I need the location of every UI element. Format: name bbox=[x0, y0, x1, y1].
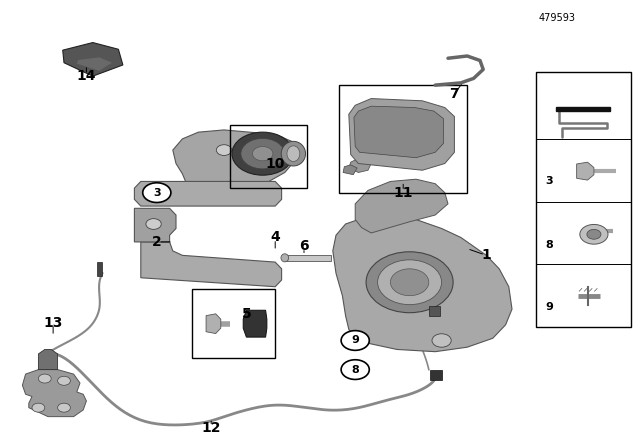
Polygon shape bbox=[141, 242, 282, 287]
Polygon shape bbox=[349, 99, 454, 170]
Ellipse shape bbox=[281, 142, 305, 166]
Circle shape bbox=[58, 376, 70, 385]
Bar bbox=[556, 107, 610, 111]
Polygon shape bbox=[243, 310, 267, 337]
Text: 9: 9 bbox=[351, 336, 359, 345]
Polygon shape bbox=[77, 57, 112, 71]
Polygon shape bbox=[206, 314, 221, 333]
Circle shape bbox=[587, 229, 601, 239]
Circle shape bbox=[143, 183, 171, 202]
Text: 11: 11 bbox=[394, 185, 413, 200]
Polygon shape bbox=[343, 165, 357, 175]
Text: 8: 8 bbox=[545, 240, 553, 250]
Circle shape bbox=[232, 132, 293, 175]
Polygon shape bbox=[22, 370, 86, 417]
Text: 3: 3 bbox=[545, 177, 553, 186]
Polygon shape bbox=[134, 208, 176, 242]
Circle shape bbox=[216, 145, 232, 155]
Polygon shape bbox=[354, 106, 444, 158]
Text: 479593: 479593 bbox=[538, 13, 575, 23]
Polygon shape bbox=[63, 43, 123, 76]
Polygon shape bbox=[333, 215, 512, 352]
Polygon shape bbox=[349, 159, 371, 172]
Circle shape bbox=[146, 219, 161, 229]
Text: 13: 13 bbox=[44, 315, 63, 330]
Text: 8: 8 bbox=[351, 365, 359, 375]
Bar bbox=[97, 262, 102, 276]
Text: 7: 7 bbox=[449, 87, 460, 101]
Text: 3: 3 bbox=[153, 188, 161, 198]
Bar bbox=[230, 125, 307, 188]
Bar bbox=[430, 370, 442, 380]
Polygon shape bbox=[173, 130, 298, 181]
Bar bbox=[285, 255, 331, 261]
Bar bbox=[536, 72, 631, 327]
Ellipse shape bbox=[287, 146, 300, 161]
Circle shape bbox=[241, 138, 284, 169]
Circle shape bbox=[32, 403, 45, 412]
Circle shape bbox=[252, 146, 273, 161]
Circle shape bbox=[580, 224, 608, 244]
Text: 4: 4 bbox=[270, 230, 280, 245]
Text: 12: 12 bbox=[202, 421, 221, 435]
Circle shape bbox=[366, 252, 453, 313]
Circle shape bbox=[390, 269, 429, 296]
Text: 9: 9 bbox=[545, 302, 553, 312]
Text: 6: 6 bbox=[299, 239, 309, 254]
Text: 1: 1 bbox=[481, 248, 492, 263]
Text: 2: 2 bbox=[152, 235, 162, 249]
Polygon shape bbox=[38, 349, 58, 370]
Ellipse shape bbox=[281, 254, 289, 262]
Circle shape bbox=[58, 403, 70, 412]
Polygon shape bbox=[577, 162, 594, 180]
Text: 5: 5 bbox=[241, 306, 252, 321]
Bar bbox=[339, 85, 467, 193]
Text: 10: 10 bbox=[266, 156, 285, 171]
Circle shape bbox=[432, 334, 451, 347]
Bar bbox=[192, 289, 275, 358]
Circle shape bbox=[341, 331, 369, 350]
Bar bbox=[429, 306, 440, 316]
Polygon shape bbox=[355, 179, 448, 233]
Polygon shape bbox=[134, 181, 282, 206]
Circle shape bbox=[38, 374, 51, 383]
Circle shape bbox=[378, 260, 442, 305]
Circle shape bbox=[341, 360, 369, 379]
Text: 14: 14 bbox=[77, 69, 96, 83]
